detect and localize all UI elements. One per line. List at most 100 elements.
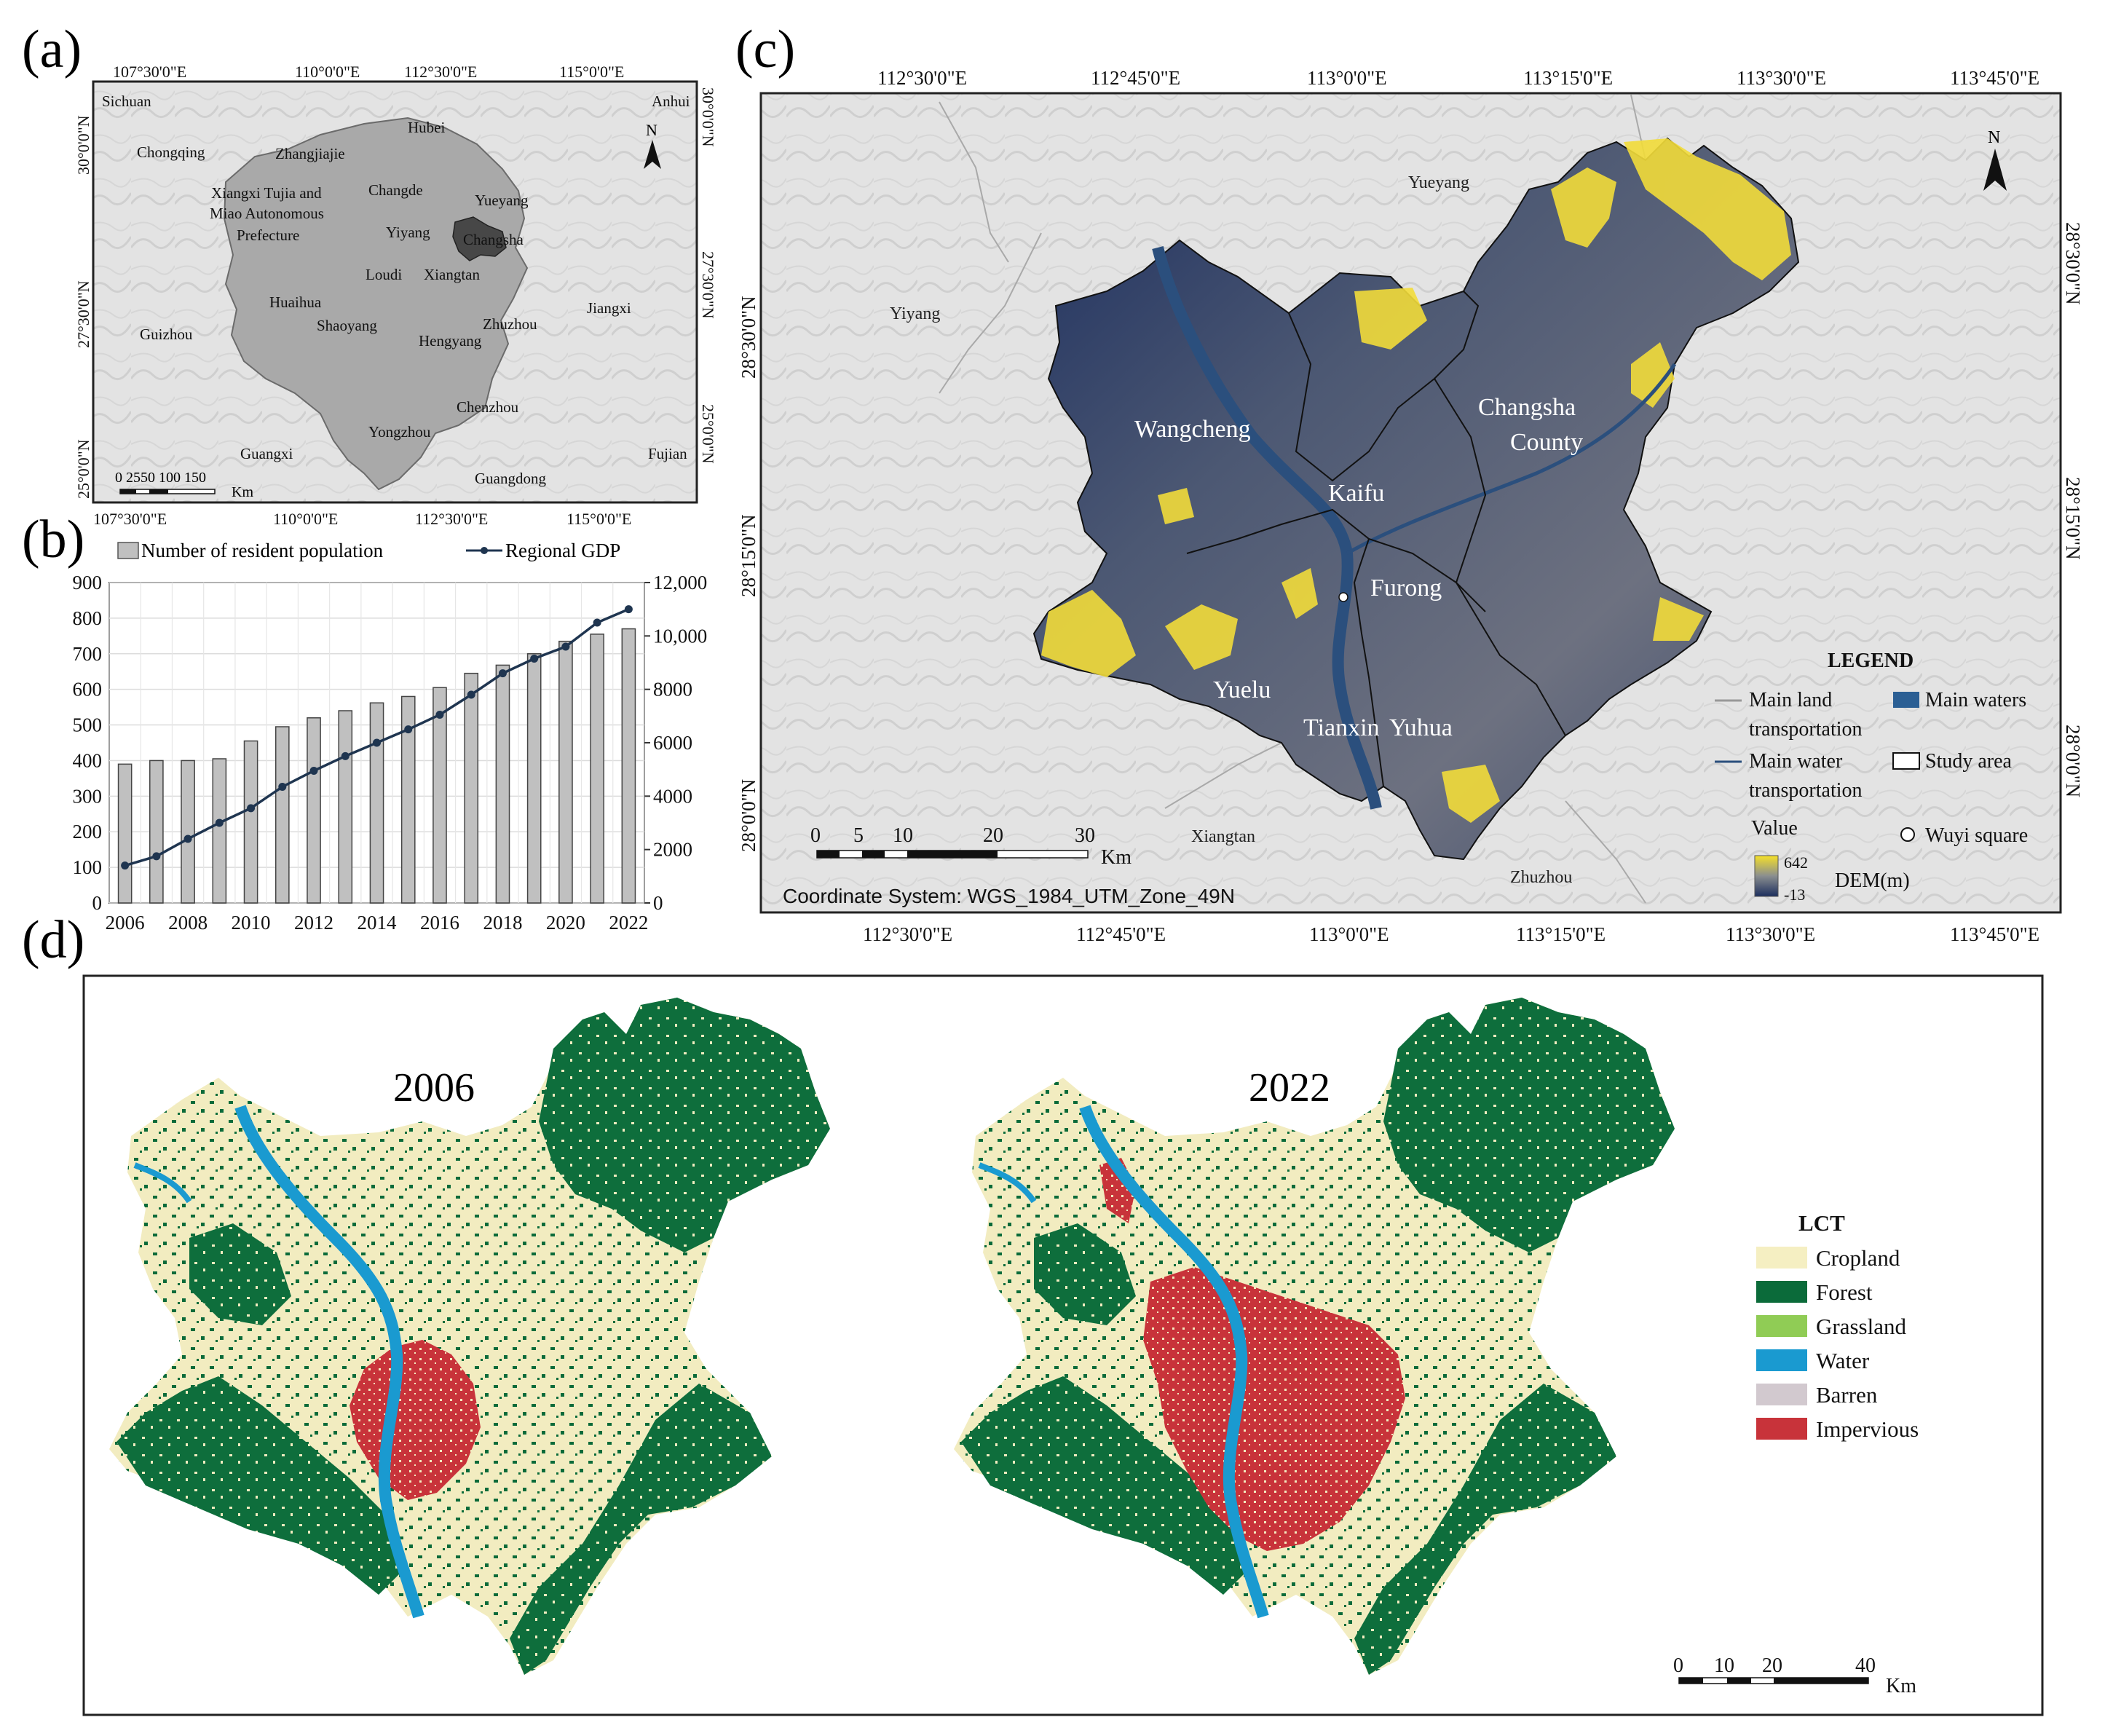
landcover-2022-river [1079,1105,1269,1619]
landcover-2022-water-nw [978,1162,1037,1204]
district-label-wangcheng: Wangcheng [1134,416,1251,443]
district-label-yuhua: Yuhua [1389,714,1453,741]
dem-min-label: -13 [1784,885,1805,904]
x-tick-label: 2012 [294,912,333,934]
lct-label-cropland: Cropland [1816,1245,1900,1271]
map-a-label: Guangxi [240,445,293,462]
bar-population-2008 [181,760,195,904]
legend-population-label: Number of resident population [141,540,384,561]
point-gdp-2011 [278,783,287,791]
landcover-2006-forest-w [189,1223,291,1325]
map-c-bottom-tick: 113°45'0"E [1950,923,2039,945]
map-a-scale-bar: 0 2550 100 150 Km [115,470,253,500]
lct-label-forest: Forest [1816,1279,1873,1305]
legend-main-waters: Main waters [1925,689,2026,711]
map-a-label: Jiangxi [587,299,631,317]
map-c: Wangcheng Changsha County Kaifu Furong Y… [738,67,2084,945]
map-a-label: Guangdong [475,470,546,487]
map-d-scale-unit: Km [1886,1675,1916,1697]
map-c-right-tick: 28°15'0"N [2062,477,2084,560]
chart-b: Number of resident population Regional G… [73,540,708,934]
bar-population-2007 [149,760,164,904]
map-a-scale-numbers: 0 2550 100 150 [115,470,206,486]
map-a-label: Shaoyang [317,317,377,334]
point-gdp-2008 [183,835,192,843]
map-a-scale-unit: Km [232,484,253,500]
bar-population-2010 [243,740,258,904]
bar-population-2017 [464,672,479,904]
map-c-bottom-tick: 112°30'0"E [863,923,952,945]
map-a-label: Hengyang [419,332,482,350]
bar-population-2009 [212,758,227,904]
landcover-2022-forest-sw [961,1376,1252,1595]
map-c-scale-unit: Km [1101,846,1132,869]
x-tick-label: 2006 [106,912,145,934]
map-a-label: Changsha [463,231,524,248]
point-gdp-2019 [530,655,539,663]
y-left-tick-label: 600 [73,679,103,701]
y-right-tick-label: 12,000 [653,572,707,593]
hunan-province [223,117,529,491]
point-gdp-2022 [624,605,633,614]
lct-swatch-water [1756,1349,1807,1371]
district-label-tianxin: Tianxin [1303,714,1380,741]
lct-swatch-forest [1756,1281,1807,1303]
y-left-tick-label: 300 [73,785,103,807]
landcover-2006-water-nw [133,1162,192,1204]
y-left-tick-label: 700 [73,643,103,665]
wuyi-square-marker [1338,592,1348,602]
map-a-bottom-tick: 115°0'0"E [566,510,631,528]
point-gdp-2016 [435,711,444,719]
lct-label-impervious: Impervious [1816,1416,1919,1442]
map-a-label: Xiangtan [424,266,480,283]
y-left-tick-label: 800 [73,607,103,629]
bar-population-2018 [495,664,510,904]
map-a-right-tick: 30°0'0"N [699,87,717,147]
map-d-scale-number: 20 [1762,1654,1782,1677]
district-label-furong: Furong [1370,575,1442,601]
y-right-tick-label: 4000 [653,785,692,807]
landcover-2006-forest-sw [116,1376,408,1595]
map-a-label: Miao Autonomous [210,205,324,222]
panel-label-b: (b) [22,510,84,569]
map-a-label: Huaihua [269,293,322,311]
lct-swatch-barren [1756,1384,1807,1405]
x-tick-label: 2022 [609,912,648,934]
map-a-label: Xiangxi Tujia and [211,184,322,202]
xiang-river [1152,246,1382,810]
dem-color-ramp [1754,855,1779,897]
panel-label-a: (a) [22,20,82,79]
bar-population-2013 [338,710,353,904]
map-d-scale-number: 10 [1714,1654,1734,1677]
map-a-bottom-tick: 107°30'0"E [93,510,167,528]
map-c-bottom-tick: 113°30'0"E [1726,923,1815,945]
district-label-yuelu: Yuelu [1213,676,1271,703]
y-right-tick-label: 6000 [653,732,692,754]
map-a-label: Yueyang [475,192,529,209]
context-label-zhuzhou: Zhuzhou [1510,868,1572,887]
map-a-label: Guizhou [140,326,193,343]
map-a-label: Chongqing [137,143,205,161]
map-a-label: Changde [368,181,423,199]
legend-wuyi-symbol [1900,827,1915,842]
map-a-left-tick: 25°0'0"N [74,439,92,499]
bar-population-2019 [526,653,542,904]
map-c-top-tick: 113°45'0"E [1950,67,2039,89]
y-right-tick-label: 10,000 [653,625,707,647]
district-label-changsha-county-2: County [1510,429,1583,456]
map-d: 2006 2022 LCT Cropland Forest Grassland Wat… [82,974,2044,1716]
map-c-legend: LEGEND Main land transportation Main wat… [1715,650,2028,904]
map-a-label: Yiyang [386,224,430,241]
map-a-label: Hubei [408,119,445,136]
point-gdp-2012 [309,767,318,775]
legend-land-transport-2: transportation [1749,718,1863,741]
dem-highlands [1041,138,1791,823]
map-a-label: Loudi [366,266,402,283]
bar-population-2006 [117,763,133,904]
landcover-2022-forest-se [1354,1384,1616,1675]
legend-main-waters-symbol [1893,692,1919,708]
map-c-scale-number: 30 [1075,824,1095,847]
district-boundaries [1186,291,1566,787]
bar-population-2016 [433,687,447,904]
y-left-tick-label: 400 [73,749,103,771]
